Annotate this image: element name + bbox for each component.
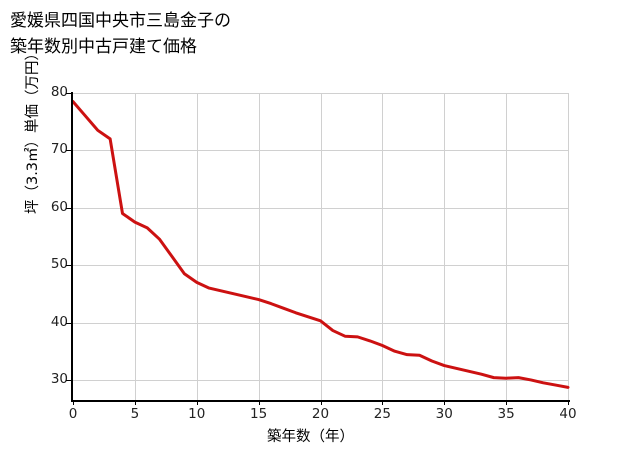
x-axis-tick-label: 35 xyxy=(497,406,515,422)
x-axis-tick-mark xyxy=(382,400,384,405)
x-axis-tick-label: 20 xyxy=(311,406,330,422)
y-axis-tick-mark xyxy=(66,322,72,324)
y-axis-tick-mark xyxy=(66,150,72,152)
y-axis-tick-label: 40 xyxy=(50,313,68,330)
gridline-vertical xyxy=(320,93,322,400)
gridline-vertical xyxy=(258,93,260,400)
gridline-vertical xyxy=(196,93,198,400)
y-axis-tick-labels: 80 70 60 50 40 30 xyxy=(32,0,68,465)
x-axis-tick-mark xyxy=(258,400,260,405)
x-axis-tick-mark xyxy=(444,400,446,405)
x-axis-tick-labels: 0 5 10 15 20 25 30 35 40 xyxy=(0,406,621,426)
x-axis-tick-label: 25 xyxy=(373,406,391,422)
y-axis-tick-mark xyxy=(66,379,72,381)
gridlines xyxy=(73,93,569,400)
y-axis-tick-label: 70 xyxy=(50,141,68,158)
x-axis-tick-label: 30 xyxy=(435,406,453,422)
y-axis-tick-label: 80 xyxy=(50,84,68,100)
x-axis-tick-mark xyxy=(73,400,74,405)
x-axis-tick-mark xyxy=(568,400,569,405)
x-axis-tick-label: 15 xyxy=(250,406,268,422)
y-axis-tick-label: 50 xyxy=(50,256,68,273)
gridline-vertical xyxy=(568,93,569,400)
x-axis-tick-mark xyxy=(506,400,508,405)
y-axis-tick-mark xyxy=(66,93,72,94)
y-axis-tick-label: 30 xyxy=(50,370,68,387)
x-axis-tick-label: 10 xyxy=(188,406,206,422)
y-axis-spine xyxy=(71,92,73,402)
gridline-vertical xyxy=(444,93,446,400)
x-axis-tick-label: 40 xyxy=(559,406,577,422)
x-axis-tick-mark xyxy=(320,400,322,405)
y-axis-title-wrap: 坪（3.3㎡）単価（万円） xyxy=(21,0,41,285)
y-axis-tick-mark xyxy=(66,207,72,209)
x-axis-tick-label: 0 xyxy=(68,406,78,422)
gridline-vertical xyxy=(382,93,384,400)
y-axis-title: 坪（3.3㎡）単価（万円） xyxy=(25,45,41,215)
x-axis-title: 築年数（年） xyxy=(267,429,354,445)
data-series-line xyxy=(71,100,570,389)
chart-title: 愛媛県四国中央市三島金子の 築年数別中古戸建て価格 xyxy=(10,11,231,57)
x-axis-tick-mark xyxy=(134,400,136,405)
y-axis-tick-mark xyxy=(66,265,72,267)
gridline-vertical xyxy=(506,93,508,400)
y-axis-tick-label: 60 xyxy=(50,198,68,215)
x-axis-tick-mark xyxy=(196,400,198,405)
series-polyline xyxy=(71,100,570,389)
plot-area xyxy=(71,93,570,400)
x-axis-tick-label: 5 xyxy=(130,406,140,422)
gridline-vertical xyxy=(134,93,136,400)
